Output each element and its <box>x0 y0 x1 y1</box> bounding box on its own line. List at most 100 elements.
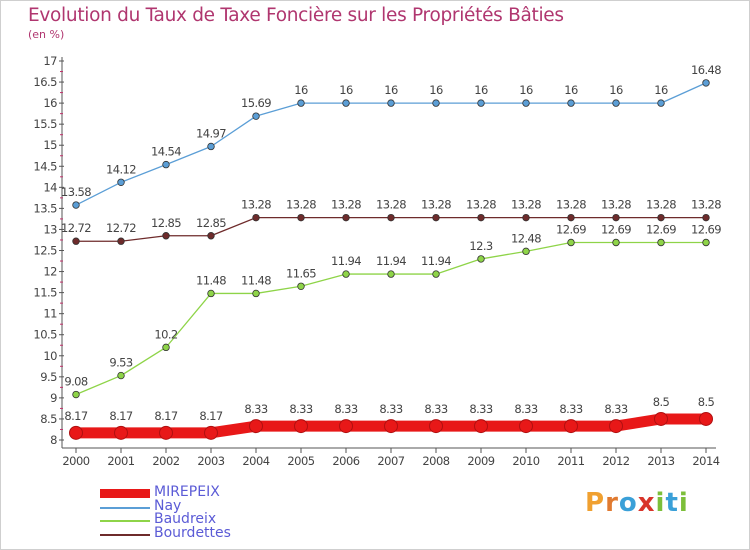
data-point-baudreix <box>72 390 80 399</box>
y-tick-label: 14 <box>43 180 57 194</box>
data-point-nay <box>432 99 440 107</box>
x-tick-label: 2003 <box>197 454 224 468</box>
data-point-bourdettes <box>252 213 260 222</box>
data-point-mirepeix <box>69 425 83 440</box>
data-point-bourdettes <box>117 237 125 245</box>
legend-label: MIREPEIX <box>154 484 220 500</box>
data-label-nay: 16 <box>474 83 488 97</box>
data-label-nay: 14.97 <box>196 126 226 140</box>
logo-letter: t <box>665 488 679 518</box>
logo-letter: r <box>605 488 619 518</box>
data-point-mirepeix <box>249 419 263 434</box>
data-point-mirepeix <box>474 419 488 434</box>
data-point-bourdettes <box>522 213 530 222</box>
data-point-bourdettes <box>387 213 395 222</box>
data-label-baudreix: 9.08 <box>64 375 87 389</box>
data-label-nay: 14.12 <box>106 162 136 176</box>
data-point-baudreix <box>612 238 620 247</box>
data-point-baudreix <box>702 238 710 247</box>
series-points <box>69 79 713 440</box>
y-tick-label: 12.5 <box>33 244 57 258</box>
data-label-bourdettes: 13.28 <box>466 198 496 212</box>
data-point-nay <box>477 99 485 107</box>
data-point-mirepeix <box>609 419 623 434</box>
logo-letter: x <box>637 488 656 518</box>
legend-label: Nay <box>154 497 182 514</box>
data-label-bourdettes: 13.28 <box>691 198 721 212</box>
data-label-baudreix: 12.3 <box>469 239 492 253</box>
x-tick-label: 2013 <box>647 454 674 468</box>
data-label-baudreix: 12.69 <box>601 222 631 236</box>
data-label-bourdettes: 12.72 <box>61 221 91 235</box>
data-label-bourdettes: 13.28 <box>556 198 586 212</box>
data-label-mirepeix: 8.33 <box>289 402 312 416</box>
data-point-baudreix <box>387 270 395 278</box>
data-point-bourdettes <box>612 213 620 222</box>
y-tick-label: 17 <box>43 54 57 68</box>
legend-swatch <box>100 489 150 498</box>
y-tick-label: 13 <box>43 222 57 236</box>
data-point-mirepeix <box>114 425 128 440</box>
data-label-baudreix: 11.94 <box>421 254 451 268</box>
x-tick-label: 2006 <box>332 454 359 468</box>
data-label-baudreix: 11.94 <box>376 254 406 268</box>
data-point-baudreix <box>162 343 170 352</box>
data-point-mirepeix <box>519 419 533 434</box>
legend-swatch <box>100 506 150 509</box>
y-tick-label: 15 <box>43 138 57 152</box>
data-label-bourdettes: 13.28 <box>241 198 271 212</box>
logo-letter: i <box>678 488 689 518</box>
data-label-bourdettes: 12.72 <box>106 221 136 235</box>
data-label-nay: 16 <box>294 83 308 97</box>
data-label-baudreix: 12.69 <box>646 222 676 236</box>
proxiti-logo: Proxiti <box>585 488 689 518</box>
chart-title: Evolution du Taux de Taxe Foncière sur l… <box>28 5 564 26</box>
y-tick-label: 8 <box>50 433 57 447</box>
data-label-baudreix: 9.53 <box>109 356 132 370</box>
x-tick-label: 2008 <box>422 454 449 468</box>
data-label-bourdettes: 12.85 <box>196 216 226 230</box>
logo-letter: o <box>618 488 638 518</box>
data-label-bourdettes: 13.28 <box>646 198 676 212</box>
data-point-bourdettes <box>207 232 215 240</box>
data-point-bourdettes <box>72 237 80 245</box>
axes: 8 8.5 9 9.5 10 10.5 11 11.5 12 12.5 13 13.5 14 14.5 15… <box>33 54 720 468</box>
y-tick-label: 14.5 <box>33 159 57 173</box>
data-point-bourdettes <box>702 213 710 222</box>
data-label-bourdettes: 12.85 <box>151 216 181 230</box>
data-label-baudreix: 12.69 <box>556 222 586 236</box>
legend-item-nay: Nay <box>98 497 318 516</box>
data-point-nay <box>297 99 305 107</box>
data-point-nay <box>207 142 215 151</box>
y-unit-label: (en %) <box>28 28 65 41</box>
data-label-mirepeix: 8.17 <box>154 409 177 423</box>
data-label-mirepeix: 8.5 <box>698 395 715 409</box>
data-label-mirepeix: 8.33 <box>424 402 447 416</box>
data-label-bourdettes: 13.28 <box>601 198 631 212</box>
data-label-nay: 14.54 <box>151 145 181 159</box>
y-tick-label: 11 <box>43 307 57 321</box>
x-tick-label: 2004 <box>242 454 269 468</box>
data-point-mirepeix <box>384 419 398 434</box>
x-tick-label: 2002 <box>152 454 179 468</box>
data-point-nay <box>387 99 395 107</box>
data-label-bourdettes: 13.28 <box>376 198 406 212</box>
data-point-nay <box>162 160 170 169</box>
data-labels: 8.17 8.17 8.17 8.17 8.33 8.33 8.33 8.33 8.33 8.33… <box>61 63 722 423</box>
data-point-mirepeix <box>429 419 443 434</box>
y-tick-label: 10 <box>43 349 57 363</box>
data-point-baudreix <box>477 255 485 263</box>
y-tick-label: 9.5 <box>40 370 57 384</box>
data-point-nay <box>657 99 665 107</box>
data-label-nay: 13.58 <box>61 185 91 199</box>
data-label-mirepeix: 8.5 <box>653 395 670 409</box>
data-label-mirepeix: 8.33 <box>244 402 267 416</box>
data-point-bourdettes <box>297 213 305 222</box>
data-point-baudreix <box>117 371 125 380</box>
data-point-baudreix <box>657 238 665 247</box>
data-label-baudreix: 12.69 <box>691 222 721 236</box>
data-point-baudreix <box>432 270 440 278</box>
legend-label: Bourdettes <box>154 524 231 541</box>
data-label-mirepeix: 8.33 <box>379 402 402 416</box>
data-point-nay <box>252 112 260 120</box>
